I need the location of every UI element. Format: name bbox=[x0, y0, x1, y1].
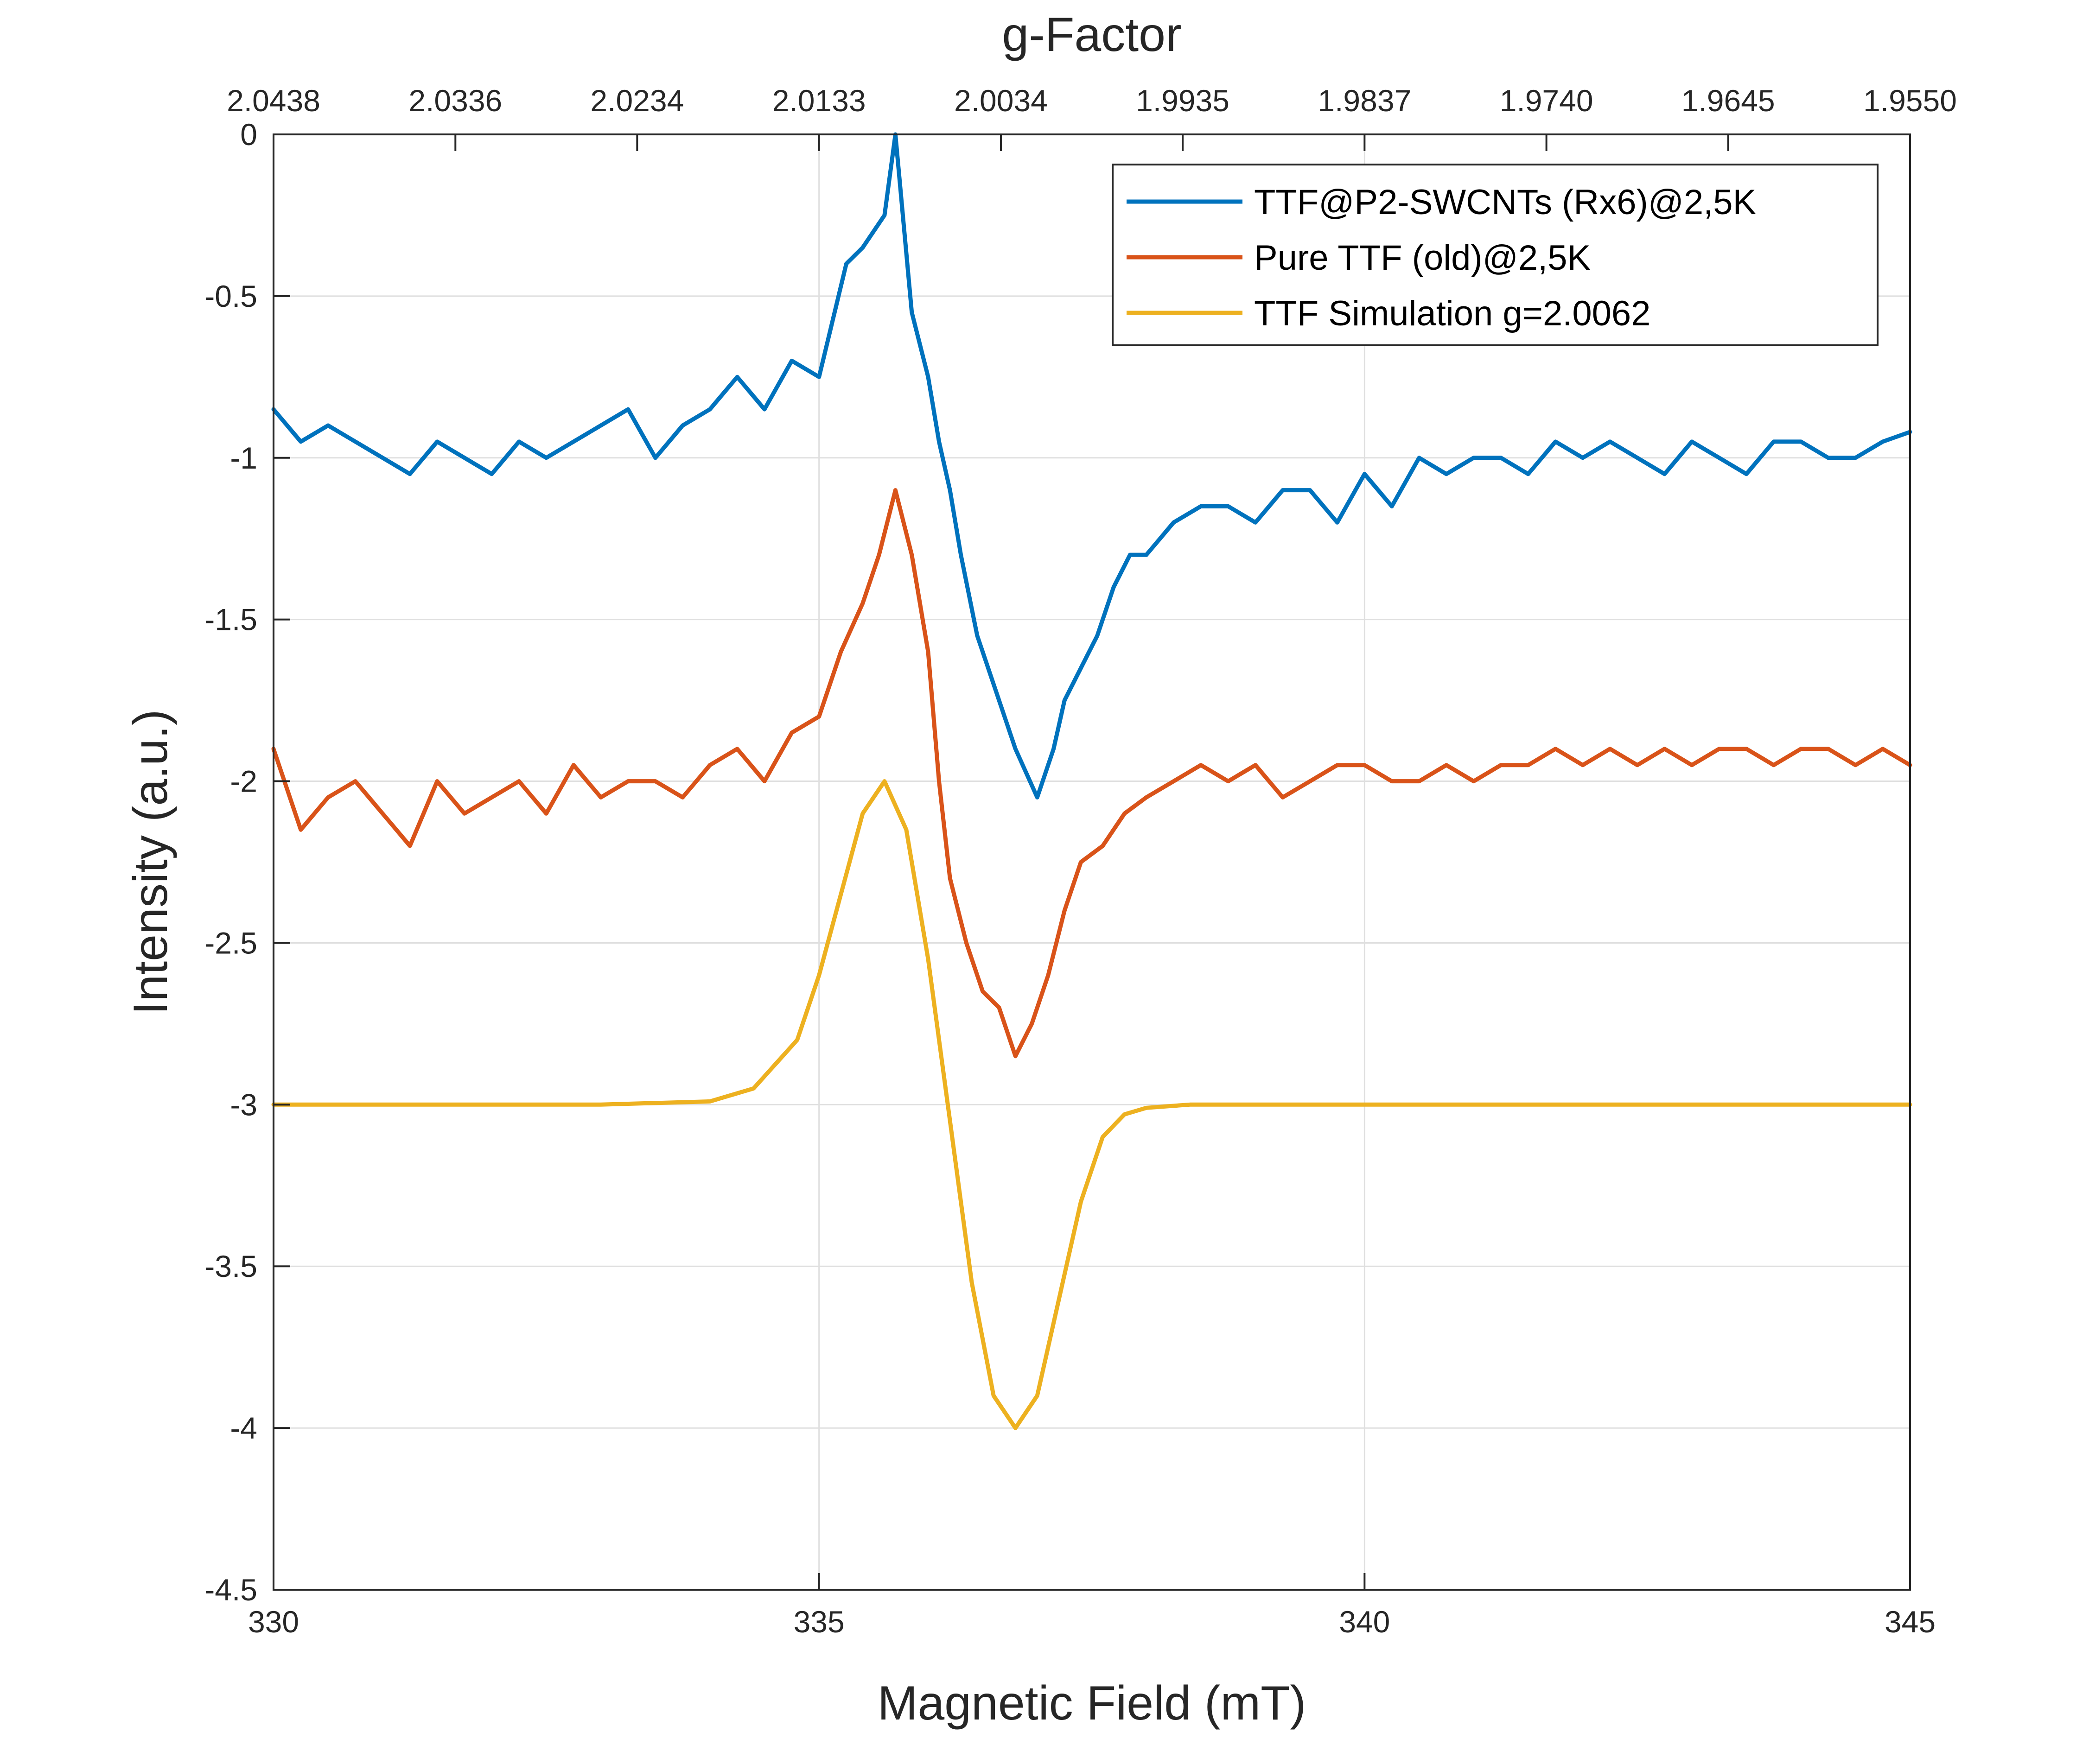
top-tick-label: 2.0034 bbox=[954, 83, 1048, 118]
legend-label-series-3: TTF Simulation g=2.0062 bbox=[1254, 294, 1650, 333]
legend-box bbox=[1112, 164, 1879, 346]
top-tick-label: 2.0336 bbox=[408, 83, 502, 118]
y-tick-label: -2 bbox=[230, 764, 257, 799]
x-tick-label: 340 bbox=[1339, 1605, 1390, 1639]
top-tick-label: 1.9935 bbox=[1136, 83, 1229, 118]
top-tick-label: 2.0438 bbox=[227, 83, 320, 118]
y-tick-label: -3.5 bbox=[204, 1249, 257, 1283]
x-tick-label: 330 bbox=[248, 1605, 299, 1639]
y-tick-label: -1.5 bbox=[204, 603, 257, 637]
y-tick-label: -4 bbox=[230, 1411, 257, 1445]
x-tick-label: 335 bbox=[794, 1605, 845, 1639]
y-axis-title: Intensity (a.u.) bbox=[124, 710, 178, 1015]
y-tick-label: -1 bbox=[230, 441, 257, 475]
top-tick-label: 1.9837 bbox=[1318, 83, 1411, 118]
legend-label-series-2: Pure TTF (old)@2,5K bbox=[1254, 238, 1591, 278]
plot-frame bbox=[273, 133, 1911, 1591]
y-tick-label: -3 bbox=[230, 1087, 257, 1122]
y-tick-label: -2.5 bbox=[204, 926, 257, 960]
x-axis-title: Magnetic Field (mT) bbox=[878, 1676, 1306, 1730]
tick-labels: 330 335 340 345 0 -0.5 -1 -1.5 -2 -2.5 -3 -3.5 -4 -4.… bbox=[204, 83, 1957, 1639]
top-tick-label: 1.9740 bbox=[1500, 83, 1593, 118]
x-tick-label: 345 bbox=[1885, 1605, 1936, 1639]
top-tick-label: 2.0234 bbox=[590, 83, 684, 118]
series-line-2 bbox=[271, 488, 1912, 1059]
series-line-1 bbox=[271, 132, 1912, 800]
legend: TTF@P2-SWCNTs (Rx6)@2,5K Pure TTF (old)@… bbox=[1112, 164, 1879, 346]
top-tick-label: 1.9550 bbox=[1863, 83, 1957, 118]
y-tick-label: -0.5 bbox=[204, 279, 257, 313]
top-axis-title: g-Factor bbox=[1002, 8, 1181, 62]
plot-background bbox=[274, 134, 1910, 1590]
y-tick-label: 0 bbox=[240, 117, 257, 152]
tick-marks bbox=[273, 133, 1911, 1591]
top-tick-label: 1.9645 bbox=[1681, 83, 1775, 118]
y-tick-label: -4.5 bbox=[204, 1573, 257, 1607]
legend-label-series-1: TTF@P2-SWCNTs (Rx6)@2,5K bbox=[1254, 183, 1756, 222]
series-line-3 bbox=[271, 779, 1912, 1430]
series-layer bbox=[271, 132, 1912, 1430]
top-tick-label: 2.0133 bbox=[772, 83, 866, 118]
